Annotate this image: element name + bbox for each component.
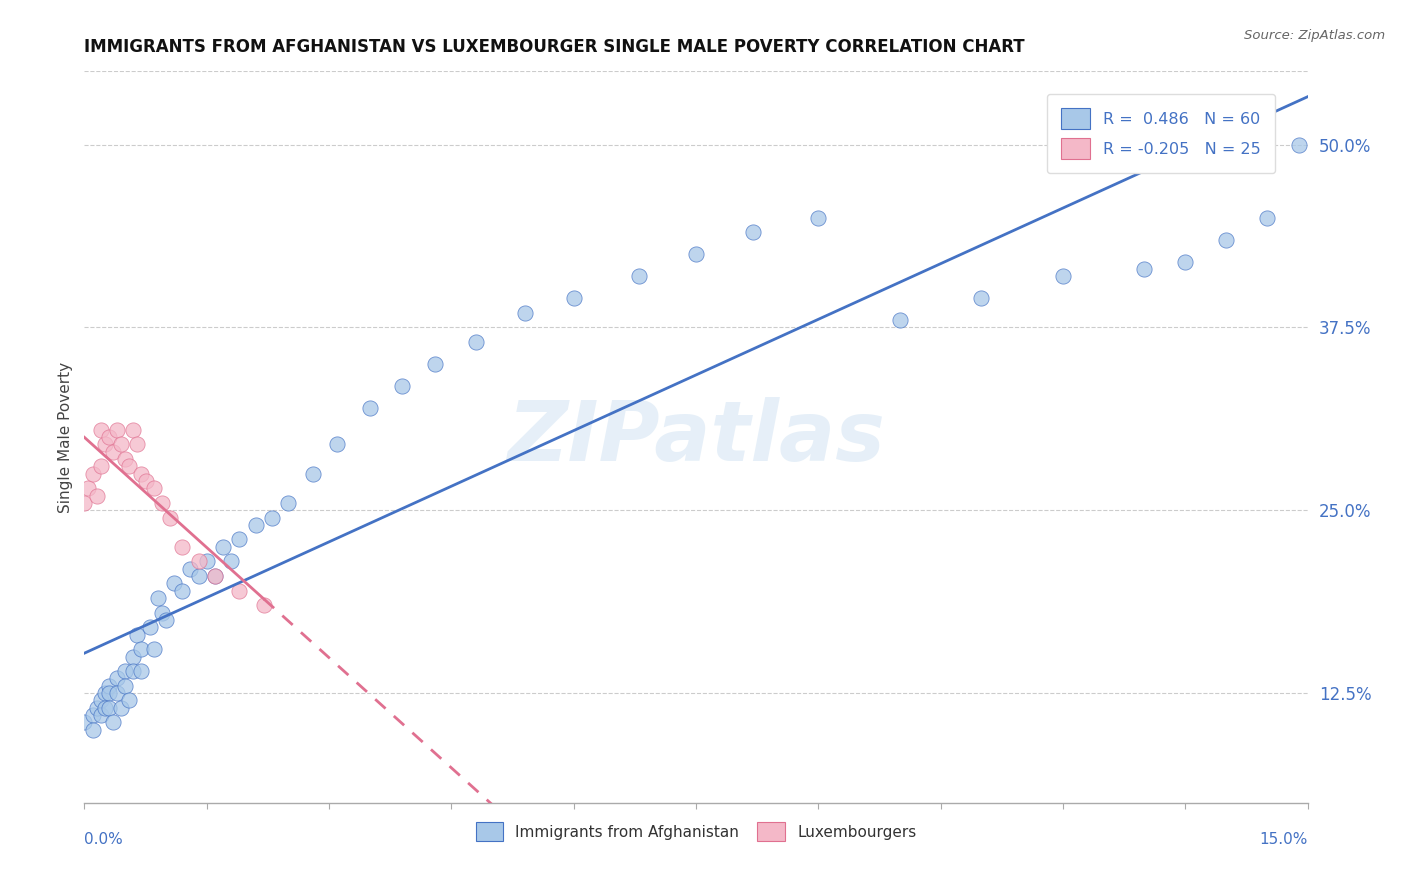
Point	[245, 517, 267, 532]
Point	[742, 225, 765, 239]
Point	[146, 591, 169, 605]
Point	[86, 700, 108, 714]
Point	[118, 459, 141, 474]
Point	[195, 554, 218, 568]
Point	[118, 693, 141, 707]
Point	[114, 679, 136, 693]
Point	[172, 540, 194, 554]
Point	[228, 533, 250, 547]
Point	[464, 334, 486, 349]
Point	[391, 379, 413, 393]
Point	[253, 599, 276, 613]
Point	[179, 562, 201, 576]
Point	[204, 569, 226, 583]
Text: IMMIGRANTS FROM AFGHANISTAN VS LUXEMBOURGER SINGLE MALE POVERTY CORRELATION CHAR: IMMIGRANTS FROM AFGHANISTAN VS LUXEMBOUR…	[84, 38, 1025, 56]
Point	[82, 467, 104, 481]
Point	[110, 437, 132, 451]
Point	[122, 664, 145, 678]
Point	[142, 642, 165, 657]
Point	[101, 715, 124, 730]
Point	[1288, 137, 1310, 152]
Point	[114, 664, 136, 678]
Point	[97, 686, 120, 700]
Point	[326, 437, 349, 451]
Point	[142, 481, 165, 495]
Point	[105, 686, 128, 700]
Point	[73, 715, 96, 730]
Point	[73, 496, 96, 510]
Point	[101, 444, 124, 458]
Point	[105, 423, 128, 437]
Point	[1174, 254, 1197, 268]
Point	[97, 700, 120, 714]
Point	[131, 467, 153, 481]
Point	[513, 306, 536, 320]
Point	[172, 583, 194, 598]
Legend: Immigrants from Afghanistan, Luxembourgers: Immigrants from Afghanistan, Luxembourge…	[464, 810, 928, 854]
Point	[155, 613, 177, 627]
Point	[159, 510, 181, 524]
Point	[105, 672, 128, 686]
Point	[970, 291, 993, 305]
Point	[359, 401, 381, 415]
Point	[889, 313, 911, 327]
Point	[90, 693, 112, 707]
Y-axis label: Single Male Poverty: Single Male Poverty	[58, 361, 73, 513]
Point	[627, 269, 650, 284]
Point	[127, 627, 149, 641]
Point	[562, 291, 585, 305]
Point	[219, 554, 242, 568]
Point	[90, 708, 112, 723]
Point	[93, 686, 115, 700]
Text: Source: ZipAtlas.com: Source: ZipAtlas.com	[1244, 29, 1385, 42]
Point	[86, 489, 108, 503]
Point	[82, 723, 104, 737]
Point	[423, 357, 446, 371]
Point	[122, 649, 145, 664]
Point	[82, 708, 104, 723]
Point	[187, 554, 209, 568]
Point	[260, 510, 283, 524]
Point	[807, 211, 830, 225]
Point	[163, 576, 186, 591]
Point	[228, 583, 250, 598]
Point	[187, 569, 209, 583]
Point	[301, 467, 323, 481]
Point	[135, 474, 157, 488]
Point	[150, 496, 173, 510]
Point	[90, 459, 112, 474]
Point	[97, 679, 120, 693]
Point	[122, 423, 145, 437]
Text: ZIPatlas: ZIPatlas	[508, 397, 884, 477]
Point	[1215, 233, 1237, 247]
Point	[685, 247, 707, 261]
Point	[110, 700, 132, 714]
Point	[93, 700, 115, 714]
Point	[131, 664, 153, 678]
Text: 0.0%: 0.0%	[84, 832, 124, 847]
Point	[77, 481, 100, 495]
Point	[1256, 211, 1278, 225]
Point	[131, 642, 153, 657]
Point	[150, 606, 173, 620]
Point	[93, 437, 115, 451]
Point	[97, 430, 120, 444]
Point	[127, 437, 149, 451]
Point	[1052, 269, 1074, 284]
Point	[138, 620, 160, 634]
Point	[277, 496, 299, 510]
Point	[204, 569, 226, 583]
Point	[212, 540, 235, 554]
Point	[114, 452, 136, 467]
Point	[1133, 261, 1156, 276]
Point	[90, 423, 112, 437]
Text: 15.0%: 15.0%	[1260, 832, 1308, 847]
